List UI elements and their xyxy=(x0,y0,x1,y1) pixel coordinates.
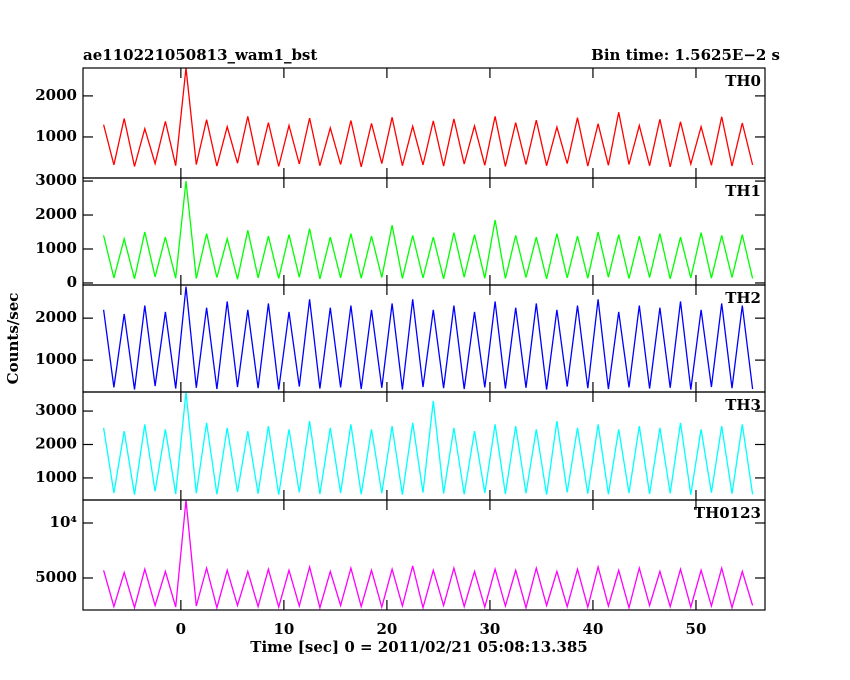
y-tick-label: 2000 xyxy=(35,86,77,104)
y-tick-label: 2000 xyxy=(35,205,77,223)
x-tick-label: 50 xyxy=(686,620,707,638)
x-axis-label: Time [sec] 0 = 2011/02/21 05:08:13.385 xyxy=(250,638,587,656)
y-tick-label: 10⁴ xyxy=(50,513,78,531)
y-tick-label: 2000 xyxy=(35,308,77,326)
series-label: TH3 xyxy=(725,396,761,414)
x-tick-label: 40 xyxy=(583,620,604,638)
light-curve xyxy=(102,286,754,390)
y-tick-label: 1000 xyxy=(35,239,77,257)
chart-title: ae110221050813_wam1_bst xyxy=(83,46,317,64)
y-tick-label: 0 xyxy=(67,273,77,291)
light-curve xyxy=(102,391,754,495)
y-tick-label: 5000 xyxy=(35,568,77,586)
x-tick-label: 20 xyxy=(376,620,397,638)
panel-frame xyxy=(82,177,766,286)
series-label: TH0 xyxy=(725,72,761,90)
series-label: TH2 xyxy=(725,289,761,307)
light-curve xyxy=(102,499,754,611)
x-tick-label: 0 xyxy=(176,620,186,638)
series-label: TH1 xyxy=(725,182,761,200)
light-curve xyxy=(102,67,754,168)
y-axis-label: Counts/sec xyxy=(4,293,22,385)
panel-frame xyxy=(82,499,766,611)
y-tick-label: 1000 xyxy=(35,350,77,368)
x-tick-label: 10 xyxy=(273,620,294,638)
y-tick-label: 3000 xyxy=(35,401,77,419)
series-label: TH0123 xyxy=(694,504,761,522)
light-curve xyxy=(102,181,754,280)
x-tick-label: 30 xyxy=(479,620,500,638)
bin-time: Bin time: 1.5625E−2 s xyxy=(591,46,780,64)
y-tick-label: 2000 xyxy=(35,434,77,452)
y-tick-label: 1000 xyxy=(35,468,77,486)
y-tick-label: 1000 xyxy=(35,127,77,145)
y-tick-label: 3000 xyxy=(35,171,77,189)
